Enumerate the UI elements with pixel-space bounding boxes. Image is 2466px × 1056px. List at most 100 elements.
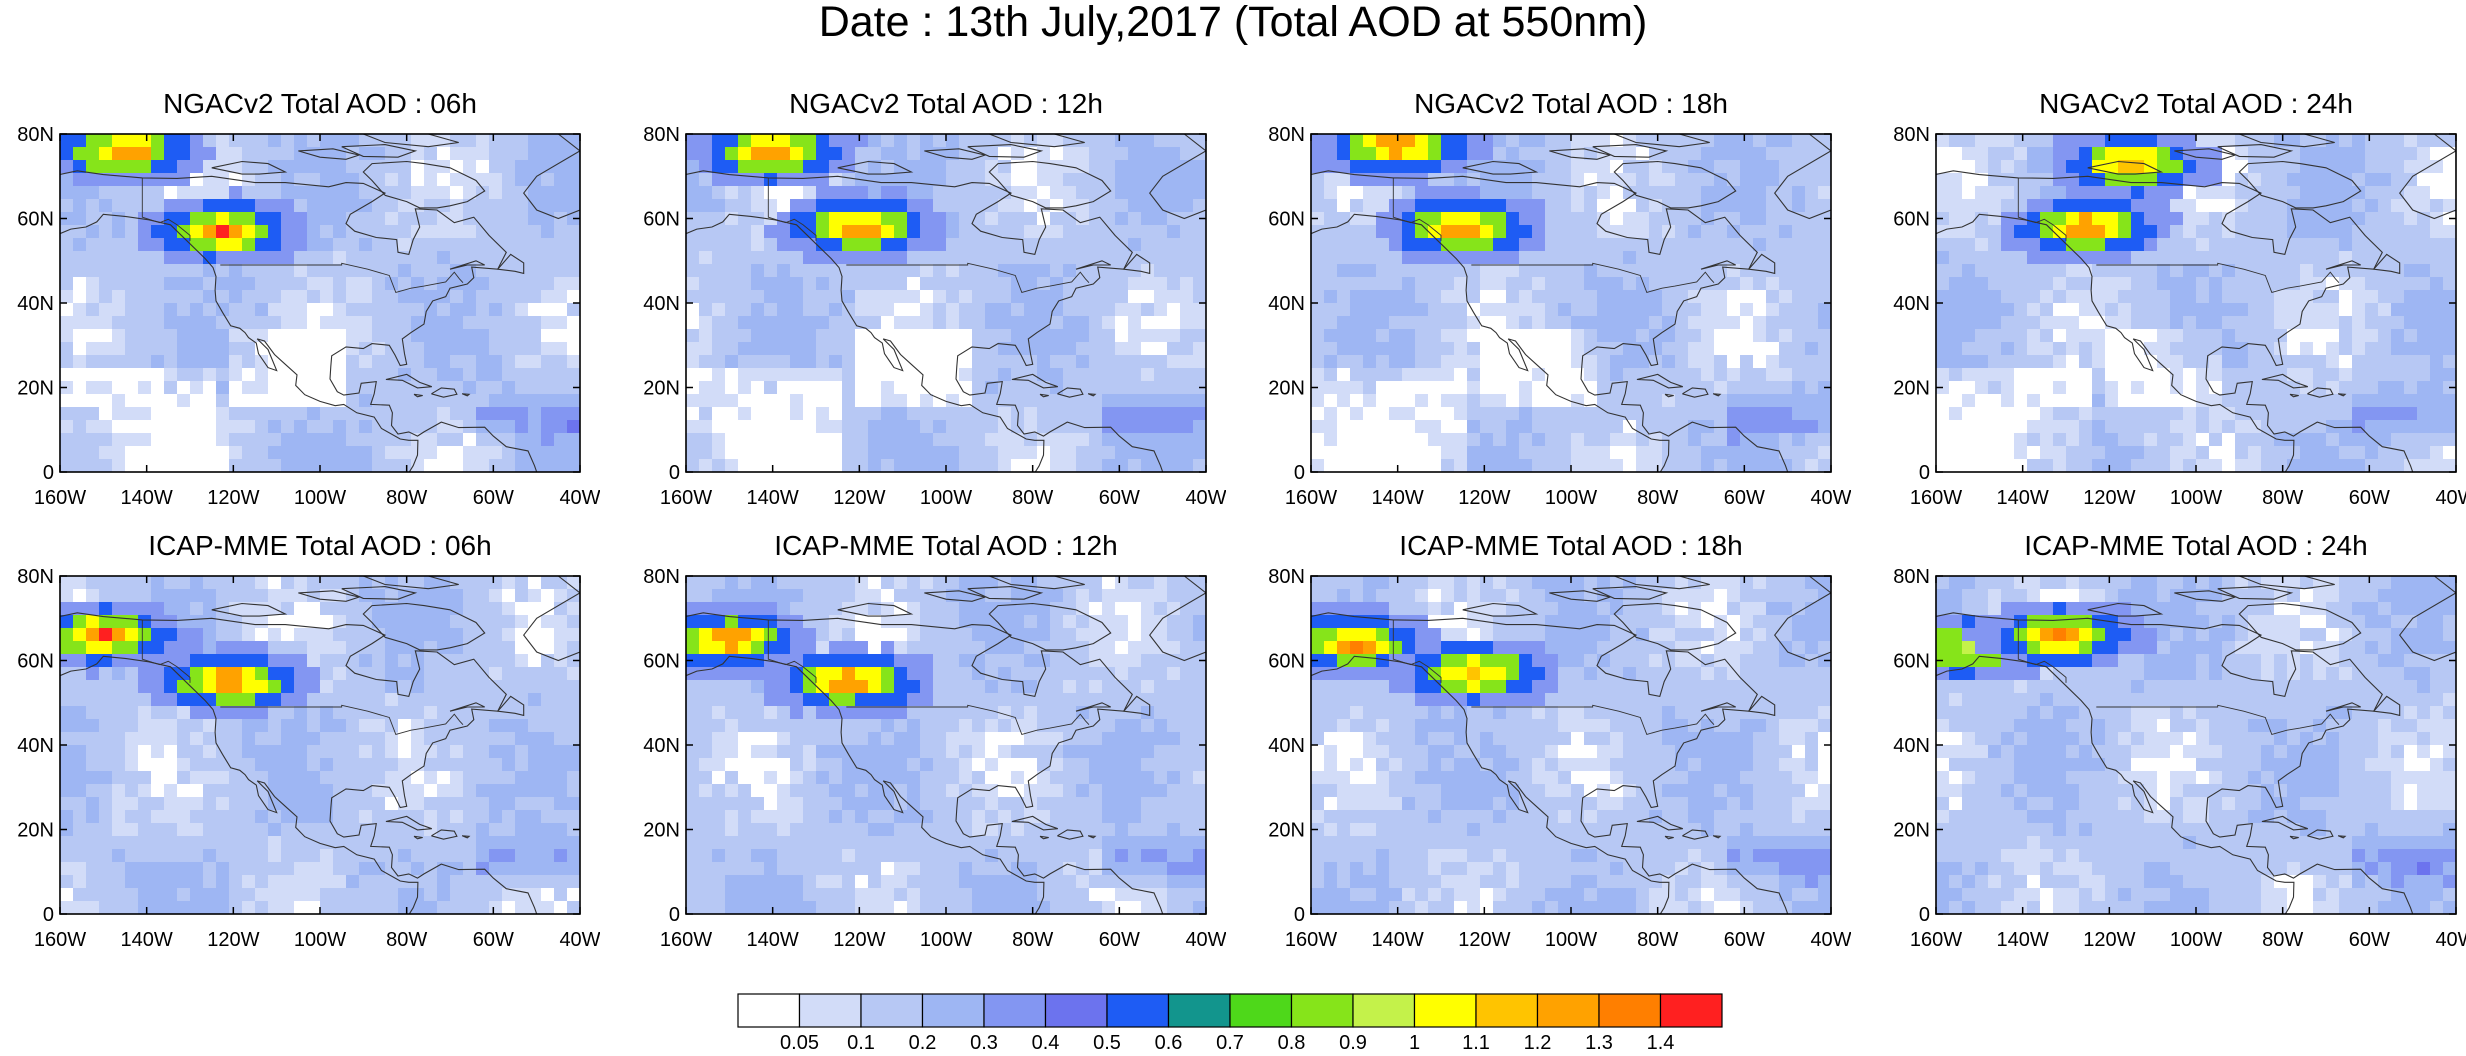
lon-tick-label: 160W (660, 487, 712, 508)
lon-tick-label: 80W (1637, 929, 1678, 950)
colorbar-swatch (1659, 993, 1723, 1028)
lat-tick-label: 0 (1919, 904, 1930, 926)
lon-tick-label: 80W (386, 487, 427, 508)
lon-tick-label: 80W (1637, 487, 1678, 508)
colorbar-label: 0.1 (847, 1032, 875, 1053)
lat-tick-label: 20N (1893, 378, 1930, 400)
colorbar-swatch (921, 993, 985, 1028)
lon-tick-label: 40W (1185, 929, 1226, 950)
colorbar-swatch (1106, 993, 1170, 1028)
lat-tick-label: 60N (1268, 209, 1305, 231)
map-panel: ICAP-MME Total AOD : 12h 160W 140W 120W 100W… (626, 530, 1226, 950)
lon-tick-label: 120W (207, 487, 259, 508)
coastline (60, 134, 580, 472)
panel-title: NGACv2 Total AOD : 18h (1414, 88, 1728, 119)
colorbar-swatch (1167, 993, 1231, 1028)
lon-tick-label: 60W (1099, 487, 1140, 508)
lat-tick-label: 80N (1268, 124, 1305, 146)
colorbar-label: 1.3 (1585, 1032, 1613, 1053)
colorbar-label: 0.8 (1278, 1032, 1306, 1053)
map-panel: NGACv2 Total AOD : 12h 160W 140W 120W 100W 80… (626, 88, 1226, 508)
colorbar-label: 0.9 (1339, 1032, 1367, 1053)
smoke-plume (686, 134, 946, 264)
lat-tick-label: 60N (1893, 651, 1930, 673)
colorbar-label: 1.2 (1524, 1032, 1552, 1053)
lat-tick-label: 20N (1268, 378, 1305, 400)
lat-tick-label: 60N (17, 209, 54, 231)
map-panel: NGACv2 Total AOD : 24h 160W 140W 120W 100W 80… (1876, 88, 2466, 508)
colorbar-label: 0.6 (1155, 1032, 1183, 1053)
lon-tick-label: 140W (1372, 487, 1424, 508)
lon-tick-label: 40W (2435, 487, 2466, 508)
panel-title: NGACv2 Total AOD : 24h (2039, 88, 2353, 119)
lat-tick-label: 80N (17, 124, 54, 146)
lat-tick-label: 20N (17, 820, 54, 842)
colorbar-swatch (1475, 993, 1539, 1028)
panel-title: ICAP-MME Total AOD : 18h (1399, 530, 1743, 561)
lon-tick-label: 60W (1724, 487, 1765, 508)
lon-tick-label: 120W (833, 487, 885, 508)
colorbar-swatch (1598, 993, 1662, 1028)
lon-tick-label: 160W (660, 929, 712, 950)
smoke-plume (60, 134, 307, 264)
coastline (1311, 576, 1831, 914)
lon-tick-label: 60W (2349, 929, 2390, 950)
lon-tick-label: 40W (2435, 929, 2466, 950)
lon-tick-label: 100W (1545, 929, 1597, 950)
lon-tick-label: 40W (1810, 487, 1851, 508)
lat-tick-label: 80N (643, 566, 680, 588)
smoke-plume (60, 602, 320, 719)
colorbar-swatch (737, 993, 801, 1028)
lon-tick-label: 60W (2349, 487, 2390, 508)
aod-field (699, 576, 1206, 914)
coastline (686, 576, 1206, 914)
lon-tick-label: 120W (1458, 487, 1510, 508)
lon-tick-label: 60W (473, 929, 514, 950)
lat-tick-label: 80N (1268, 566, 1305, 588)
aod-field (1936, 576, 2456, 914)
colorbar-label: 0.3 (970, 1032, 998, 1053)
panel-title: ICAP-MME Total AOD : 24h (2024, 530, 2368, 561)
aod-field (60, 134, 580, 472)
lon-tick-label: 140W (1372, 929, 1424, 950)
map-panel: ICAP-MME Total AOD : 06h 160W 140W 120W 100W… (0, 530, 600, 950)
aod-colorbar: 0.05 0.1 0.2 0.3 0.4 0.5 0.6 0.7 0.8 0.9 1 1.1 1.2 1.… (737, 993, 1723, 1053)
lat-tick-label: 60N (643, 651, 680, 673)
lat-tick-label: 60N (643, 209, 680, 231)
map-panel: ICAP-MME Total AOD : 18h 160W 140W 120W 100W… (1251, 530, 1851, 950)
lat-tick-label: 0 (669, 904, 680, 926)
colorbar-swatch (798, 993, 862, 1028)
lat-tick-label: 20N (1893, 820, 1930, 842)
lat-tick-label: 40N (1893, 735, 1930, 757)
lon-tick-label: 160W (34, 487, 86, 508)
lat-tick-label: 40N (1893, 293, 1930, 315)
coastline (60, 576, 580, 914)
lat-tick-label: 40N (643, 293, 680, 315)
colorbar-label: 1.4 (1647, 1032, 1675, 1053)
lon-tick-label: 60W (1099, 929, 1140, 950)
colorbar-label: 1 (1409, 1032, 1420, 1053)
lon-tick-label: 120W (1458, 929, 1510, 950)
lat-tick-label: 40N (1268, 293, 1305, 315)
colorbar-swatch (1352, 993, 1416, 1028)
panel-title: NGACv2 Total AOD : 06h (163, 88, 477, 119)
aod-map: 160W 140W 120W 100W 80W 60W 40W 80N 60N 40N 20N 0 (1893, 124, 2466, 508)
lat-tick-label: 0 (43, 904, 54, 926)
figure-title: Date : 13th July,2017 (Total AOD at 550n… (818, 0, 1648, 46)
lon-tick-label: 40W (1810, 929, 1851, 950)
aod-map: 160W 140W 120W 100W 80W 60W 40W 80N 60N 40N 20N 0 (1893, 566, 2466, 950)
lat-tick-label: 0 (669, 462, 680, 484)
map-panel: NGACv2 Total AOD : 18h 160W 140W 120W 100W 80… (1251, 88, 1851, 508)
lat-tick-label: 0 (1919, 462, 1930, 484)
map-panel: NGACv2 Total AOD : 06h 160W 140W 120W 100W 80… (0, 88, 600, 508)
lat-tick-label: 20N (643, 820, 680, 842)
lon-tick-label: 140W (747, 929, 799, 950)
lat-tick-label: 0 (1294, 904, 1305, 926)
lon-tick-label: 100W (2170, 487, 2222, 508)
lon-tick-label: 100W (294, 487, 346, 508)
colorbar-swatch (1229, 993, 1293, 1028)
colorbar-swatch (1413, 993, 1477, 1028)
lon-tick-label: 140W (1997, 929, 2049, 950)
coastline (1936, 134, 2456, 472)
colorbar-label: 1.1 (1462, 1032, 1490, 1053)
